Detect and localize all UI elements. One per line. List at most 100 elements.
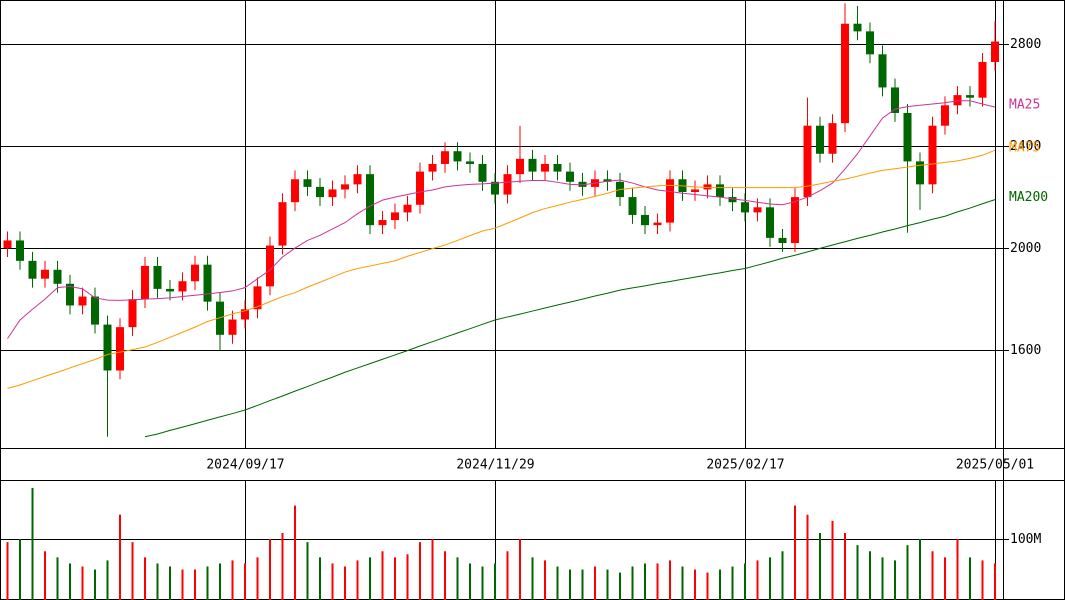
candle-body: [66, 283, 74, 306]
candle-body: [378, 220, 387, 226]
candle-body: [228, 319, 237, 335]
volume-bar: [919, 539, 921, 600]
candle-body: [178, 281, 187, 292]
candle-body: [903, 112, 912, 162]
candle-body: [341, 184, 349, 190]
candle-body: [453, 151, 462, 162]
candle-body: [866, 31, 874, 55]
x-tick-label: 2025/02/17: [706, 458, 784, 473]
volume-bar: [256, 557, 259, 600]
candle-body: [166, 288, 174, 292]
candle-body: [441, 151, 449, 164]
x-tick-label: 2024/11/29: [456, 458, 534, 473]
volume-bar: [831, 520, 834, 600]
y-tick-label: 2400: [1010, 139, 1041, 154]
candle-body: [566, 171, 574, 182]
volume-bar: [456, 557, 459, 600]
volume-bar: [269, 539, 271, 600]
candle-body: [891, 87, 899, 113]
series-label: MA25: [1009, 98, 1040, 113]
candle-body: [741, 202, 749, 213]
volume-bar: [531, 557, 534, 600]
volume-bar: [194, 569, 196, 600]
volume-bar: [506, 551, 509, 600]
candle-body: [766, 207, 774, 238]
volume-bar: [156, 563, 159, 600]
volume-bar: [844, 532, 846, 600]
volume-bar: [856, 545, 859, 600]
volume-bar: [331, 563, 334, 600]
candle-body: [666, 179, 674, 223]
volume-bar: [169, 566, 171, 600]
volume-bar: [419, 542, 421, 600]
candle-body: [28, 260, 37, 279]
candle-body: [703, 184, 712, 190]
ma-line: [144, 199, 996, 438]
candle-body: [16, 240, 24, 261]
volume-bar: [19, 539, 21, 600]
candle-body: [391, 212, 399, 221]
volume-bar: [719, 569, 721, 600]
volume-bar: [31, 487, 34, 600]
volume-bar: [744, 563, 746, 600]
volume-bar: [619, 572, 621, 600]
volume-bar: [794, 505, 796, 600]
volume-bar: [631, 566, 634, 600]
candle-body: [366, 174, 374, 226]
volume-bar: [494, 563, 496, 600]
candle-body: [478, 163, 487, 182]
volume-bar: [594, 566, 596, 600]
y-tick-label: 2000: [1010, 241, 1041, 256]
candle-body: [141, 265, 149, 300]
candle-body: [116, 327, 124, 371]
candle-body: [416, 171, 424, 205]
volume-bar: [56, 557, 59, 600]
candle-body: [41, 269, 49, 279]
volume-bar: [994, 563, 996, 600]
volume-bar: [781, 551, 784, 600]
candle-body: [278, 202, 287, 246]
candle-body: [628, 197, 637, 215]
candle-body: [53, 269, 62, 284]
candle-body: [853, 23, 862, 32]
candle-body: [428, 163, 437, 172]
candle-body: [816, 125, 824, 154]
volume-bar: [644, 563, 646, 600]
volume-bar: [769, 557, 771, 600]
volume-bar: [181, 569, 184, 600]
x-tick-label: 2025/05/01: [956, 458, 1034, 473]
volume-bar: [306, 542, 309, 600]
volume-bar: [94, 569, 96, 600]
candle-body: [528, 158, 537, 172]
candle-body: [328, 189, 337, 198]
candle-body: [966, 95, 974, 98]
volume-bar: [481, 566, 484, 600]
volume-bar: [681, 566, 684, 600]
candle-body: [128, 299, 137, 328]
volume-bar: [706, 572, 709, 600]
volume-bar: [119, 514, 121, 600]
volume-bar: [6, 542, 9, 600]
volume-bar: [69, 563, 71, 600]
volume-bar: [344, 566, 346, 600]
volume-bar: [906, 545, 909, 600]
volume-bar: [806, 514, 809, 600]
volume-bar: [756, 560, 759, 600]
candle-body: [641, 214, 649, 226]
volume-bar: [244, 563, 246, 600]
candle-body: [191, 264, 199, 282]
volume-bar: [356, 560, 359, 600]
candle-body: [491, 181, 499, 195]
ma-line: [7, 100, 996, 339]
volume-bar: [944, 557, 946, 600]
volume-bar: [206, 566, 209, 600]
candle-body: [753, 207, 762, 213]
y-tick-label: 100M: [1010, 532, 1041, 547]
volume-bar: [969, 557, 971, 600]
volume-bar: [294, 505, 296, 600]
candle-body: [103, 324, 112, 371]
volume-bar: [381, 551, 384, 600]
candle-body: [78, 296, 87, 306]
